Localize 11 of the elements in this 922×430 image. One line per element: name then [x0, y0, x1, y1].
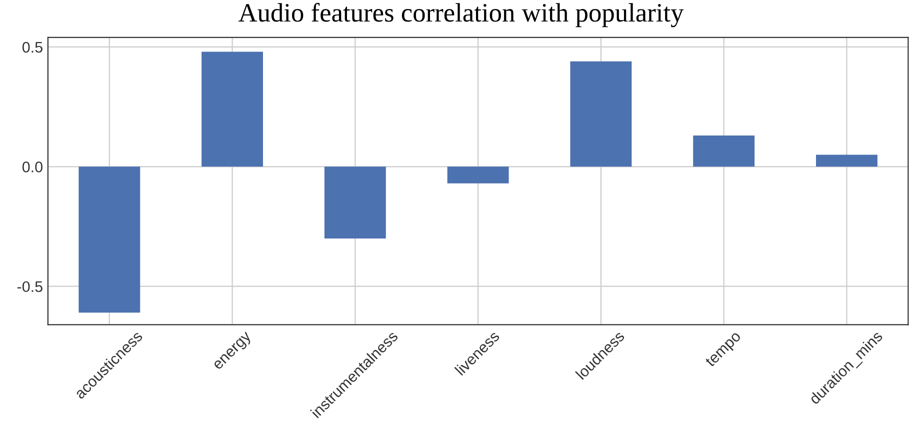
bar [78, 166, 140, 313]
bar [202, 52, 263, 167]
bar [570, 61, 632, 167]
chart-title: Audio features correlation with popularity [238, 2, 684, 28]
bar [693, 136, 755, 167]
bar [816, 154, 878, 167]
bar [447, 166, 509, 184]
y-tick-label: -0.5 [17, 281, 42, 292]
y-tick-label: 0.5 [22, 42, 42, 53]
bar [324, 166, 386, 238]
y-tick-label: 0.0 [22, 162, 42, 172]
